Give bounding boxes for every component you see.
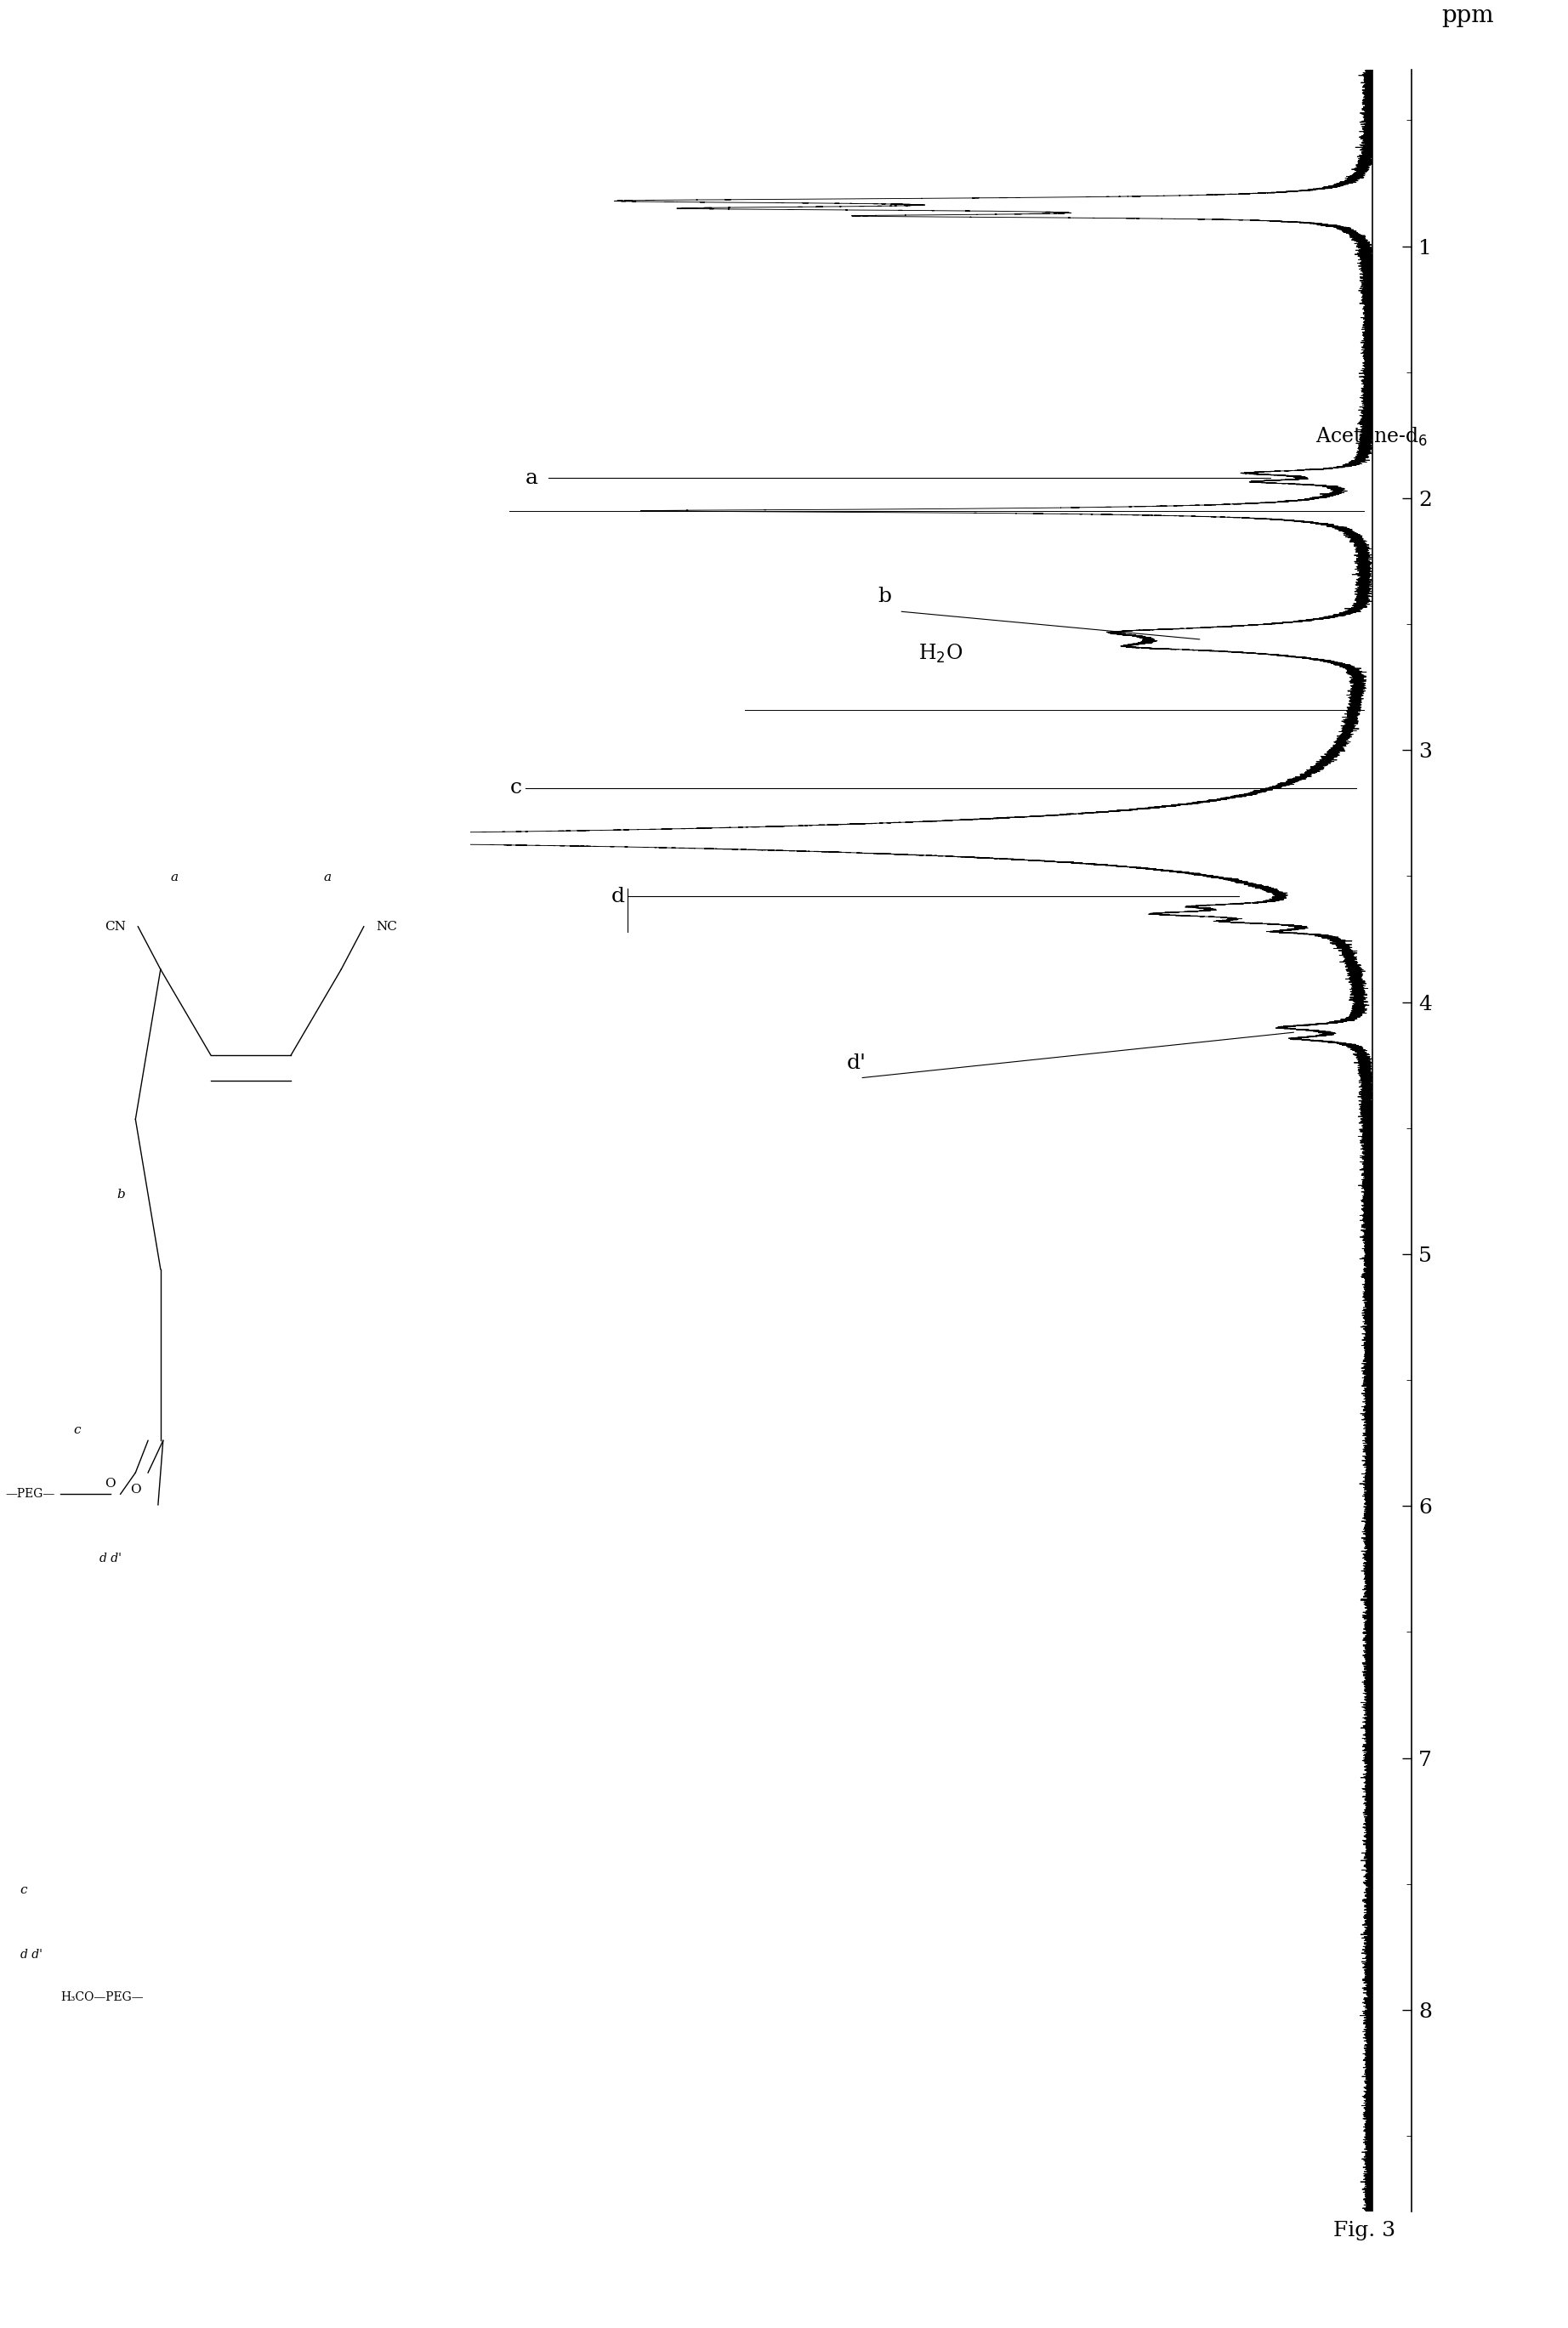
Text: a: a (525, 468, 538, 489)
Text: ppm: ppm (1441, 5, 1494, 28)
Text: d d': d d' (20, 1949, 42, 1960)
Text: d': d' (847, 1052, 866, 1073)
Text: Acetone-d$_6$: Acetone-d$_6$ (1316, 426, 1428, 447)
Text: d: d (612, 887, 626, 906)
Text: b: b (878, 587, 892, 608)
Text: O: O (130, 1483, 141, 1495)
Text: —PEG—: —PEG— (6, 1488, 55, 1499)
Text: H$_2$O: H$_2$O (919, 643, 963, 663)
Text: Fig. 3: Fig. 3 (1333, 2221, 1396, 2240)
Text: c: c (74, 1425, 80, 1436)
Text: b: b (118, 1187, 125, 1201)
Text: a: a (323, 871, 331, 885)
Text: O: O (105, 1478, 116, 1490)
Text: H₃CO—PEG—: H₃CO—PEG— (60, 1990, 143, 2004)
Text: c: c (20, 1883, 27, 1897)
Text: c: c (510, 778, 522, 799)
Text: a: a (171, 871, 179, 885)
Text: d d': d d' (99, 1553, 121, 1564)
Text: CN: CN (105, 920, 125, 934)
Text: NC: NC (376, 920, 397, 934)
